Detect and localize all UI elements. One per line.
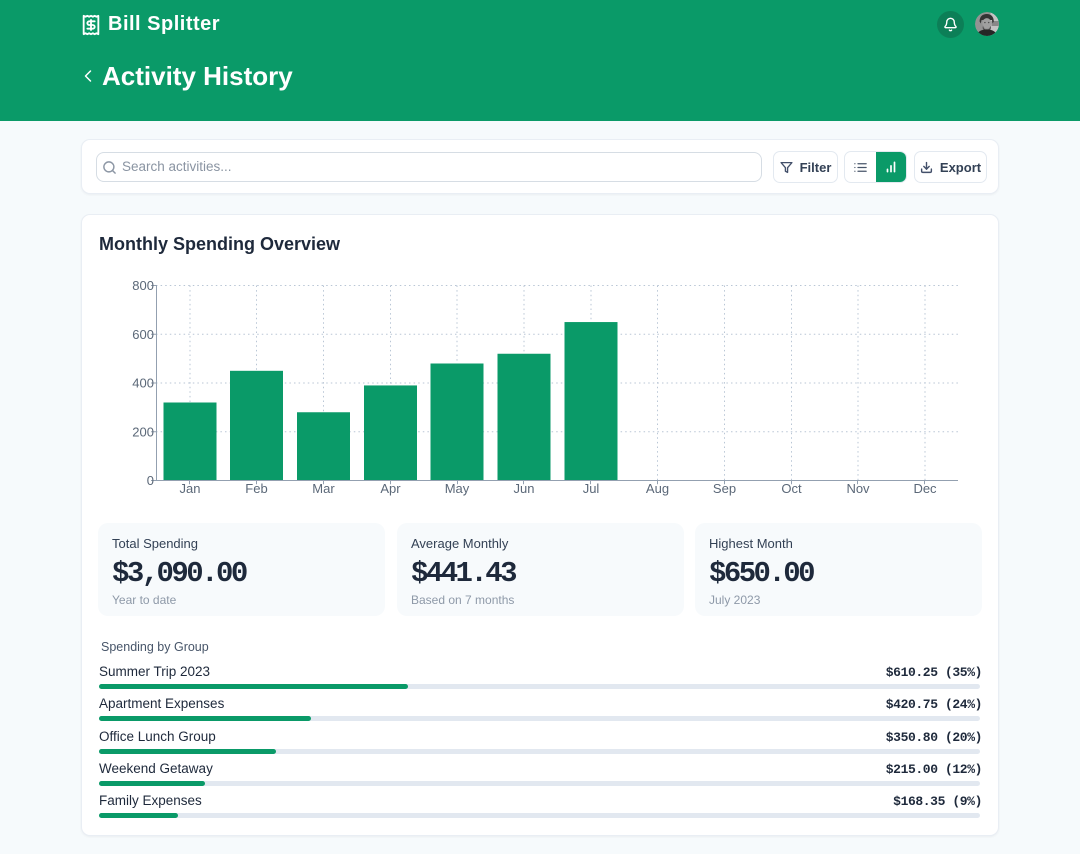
svg-text:800: 800 (132, 278, 154, 293)
svg-text:Jan: Jan (180, 481, 201, 496)
svg-text:Nov: Nov (846, 481, 870, 496)
svg-text:Oct: Oct (781, 481, 802, 496)
svg-text:0: 0 (147, 473, 154, 488)
svg-text:Sep: Sep (713, 481, 736, 496)
svg-text:600: 600 (132, 327, 154, 342)
svg-text:200: 200 (132, 424, 154, 439)
svg-text:Apr: Apr (380, 481, 401, 496)
svg-text:400: 400 (132, 376, 154, 391)
svg-text:Jun: Jun (514, 481, 535, 496)
svg-text:Feb: Feb (245, 481, 267, 496)
svg-text:Mar: Mar (312, 481, 335, 496)
svg-text:Dec: Dec (913, 481, 937, 496)
svg-text:Aug: Aug (646, 481, 669, 496)
svg-text:May: May (445, 481, 470, 496)
svg-text:Jul: Jul (583, 481, 600, 496)
